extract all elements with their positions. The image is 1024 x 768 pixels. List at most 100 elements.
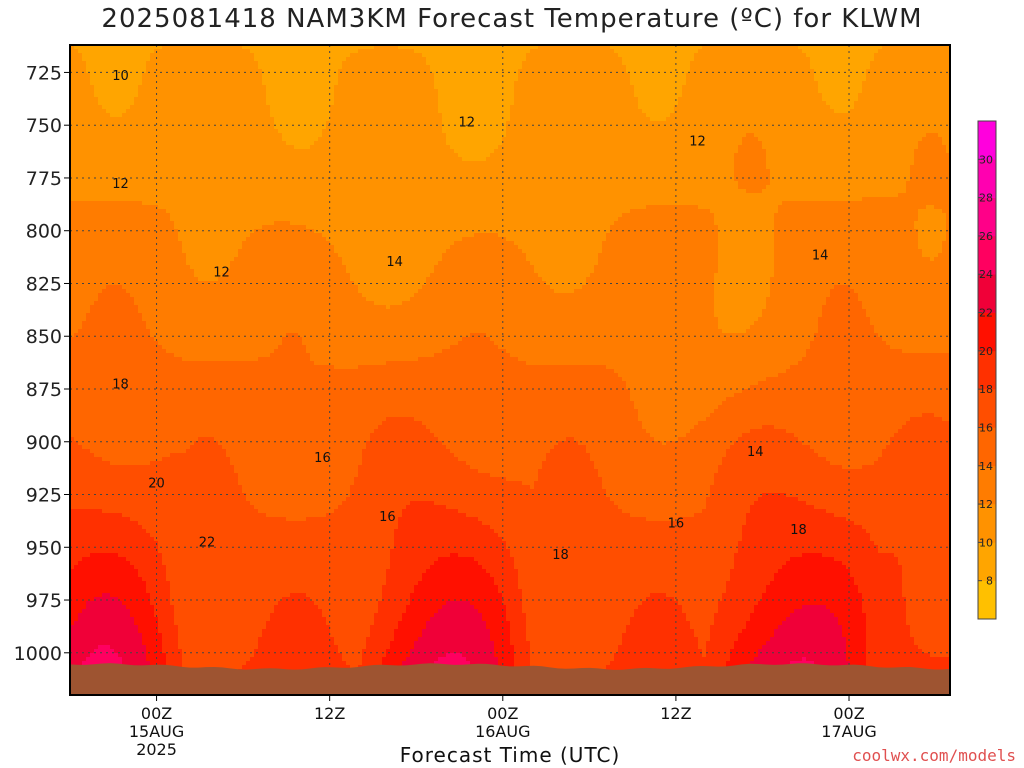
temperature-cell xyxy=(114,625,119,630)
temperature-cell xyxy=(174,265,179,270)
temperature-cell xyxy=(122,501,127,506)
temperature-cell xyxy=(82,497,87,502)
temperature-cell xyxy=(126,433,131,438)
temperature-cell xyxy=(182,133,187,138)
temperature-cell xyxy=(98,181,103,186)
temperature-cell xyxy=(158,69,163,74)
temperature-cell xyxy=(98,549,103,554)
temperature-cell xyxy=(70,121,75,126)
temperature-cell xyxy=(174,401,179,406)
temperature-cell xyxy=(102,261,107,266)
temperature-cell xyxy=(150,525,155,530)
temperature-cell xyxy=(174,649,179,654)
temperature-cell xyxy=(134,481,139,486)
temperature-cell xyxy=(130,441,135,446)
temperature-cell xyxy=(78,149,83,154)
temperature-cell xyxy=(102,77,107,82)
temperature-cell xyxy=(154,405,159,410)
temperature-cell xyxy=(78,157,83,162)
temperature-cell xyxy=(118,461,123,466)
temperature-cell xyxy=(146,101,151,106)
temperature-cell xyxy=(150,609,155,614)
temperature-cell xyxy=(94,637,99,642)
temperature-cell xyxy=(74,393,79,398)
temperature-cell xyxy=(170,469,175,474)
temperature-cell xyxy=(130,333,135,338)
temperature-cell xyxy=(70,273,75,278)
temperature-cell xyxy=(90,501,95,506)
temperature-cell xyxy=(134,645,139,650)
temperature-cell xyxy=(142,101,147,106)
temperature-cell xyxy=(162,49,167,54)
temperature-cell xyxy=(74,293,79,298)
temperature-cell xyxy=(122,65,127,70)
temperature-cell xyxy=(82,137,87,142)
temperature-cell xyxy=(186,437,191,442)
temperature-cell xyxy=(130,105,135,110)
temperature-cell xyxy=(178,161,183,166)
temperature-cell xyxy=(110,489,115,494)
temperature-cell xyxy=(182,525,187,530)
temperature-cell xyxy=(122,533,127,538)
temperature-cell xyxy=(130,625,135,630)
temperature-cell xyxy=(74,597,79,602)
temperature-cell xyxy=(162,213,167,218)
temperature-cell xyxy=(182,337,187,342)
temperature-cell xyxy=(170,525,175,530)
temperature-cell xyxy=(150,373,155,378)
temperature-cell xyxy=(146,537,151,542)
temperature-cell xyxy=(122,525,127,530)
temperature-cell xyxy=(146,449,151,454)
temperature-cell xyxy=(70,389,75,394)
temperature-cell xyxy=(174,457,179,462)
temperature-cell xyxy=(170,577,175,582)
temperature-cell xyxy=(110,589,115,594)
temperature-cell xyxy=(106,561,111,566)
temperature-cell xyxy=(118,221,123,226)
temperature-cell xyxy=(146,209,151,214)
temperature-cell xyxy=(122,405,127,410)
temperature-cell xyxy=(130,405,135,410)
temperature-cell xyxy=(138,269,143,274)
temperature-cell xyxy=(98,297,103,302)
temperature-cell xyxy=(142,145,147,150)
temperature-cell xyxy=(150,413,155,418)
temperature-cell xyxy=(74,417,79,422)
temperature-cell xyxy=(134,225,139,230)
temperature-cell xyxy=(78,585,83,590)
temperature-cell xyxy=(166,357,171,362)
temperature-cell xyxy=(182,581,187,586)
temperature-cell xyxy=(142,333,147,338)
temperature-cell xyxy=(126,393,131,398)
temperature-cell xyxy=(186,261,191,266)
temperature-cell xyxy=(70,193,75,198)
temperature-cell xyxy=(122,253,127,258)
temperature-cell xyxy=(142,493,147,498)
temperature-cell xyxy=(182,85,187,90)
temperature-cell xyxy=(86,213,91,218)
temperature-cell xyxy=(130,233,135,238)
temperature-cell xyxy=(90,129,95,134)
temperature-cell xyxy=(114,457,119,462)
temperature-cell xyxy=(126,61,131,66)
temperature-cell xyxy=(130,49,135,54)
temperature-cell xyxy=(138,433,143,438)
temperature-cell xyxy=(110,121,115,126)
temperature-cell xyxy=(90,529,95,534)
temperature-cell xyxy=(142,337,147,342)
temperature-cell xyxy=(102,337,107,342)
temperature-cell xyxy=(106,449,111,454)
temperature-cell xyxy=(122,45,127,50)
temperature-cell xyxy=(70,177,75,182)
temperature-cell xyxy=(154,149,159,154)
temperature-cell xyxy=(162,501,167,506)
temperature-cell xyxy=(162,109,167,114)
temperature-cell xyxy=(158,57,163,62)
temperature-cell xyxy=(114,161,119,166)
temperature-cell xyxy=(182,533,187,538)
temperature-cell xyxy=(134,581,139,586)
temperature-cell xyxy=(118,541,123,546)
temperature-cell xyxy=(122,105,127,110)
temperature-cell xyxy=(154,125,159,130)
